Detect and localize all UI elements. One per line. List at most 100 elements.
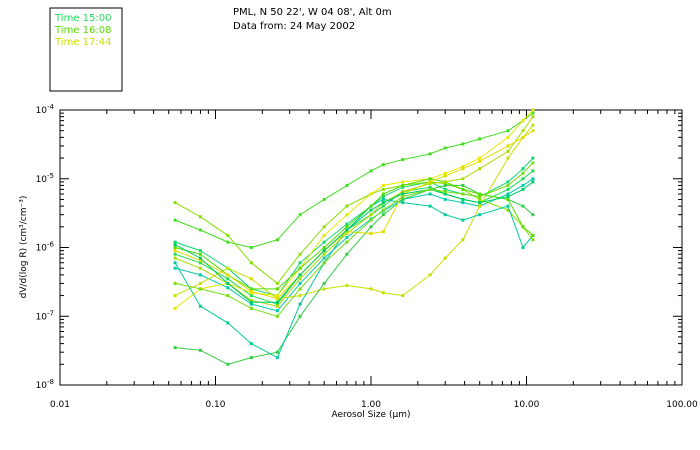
data-point [226, 240, 230, 244]
data-point [428, 187, 432, 191]
data-point [401, 195, 405, 199]
data-point [173, 252, 177, 256]
y-tick-label: 10-7 [36, 309, 54, 322]
data-point [198, 252, 202, 256]
data-point [345, 236, 349, 239]
data-point [249, 277, 253, 281]
data-point [198, 273, 202, 277]
data-point [521, 177, 525, 181]
data-point [428, 177, 432, 181]
series-s11 [173, 115, 535, 308]
data-point [275, 309, 279, 313]
data-point [369, 232, 373, 235]
data-point [531, 177, 535, 181]
data-point [478, 195, 482, 199]
data-point [345, 213, 349, 217]
data-point [298, 261, 302, 265]
data-point [226, 273, 230, 277]
data-point [521, 187, 525, 191]
data-point [461, 142, 465, 146]
data-point [298, 302, 302, 306]
data-point [401, 192, 405, 196]
data-point [531, 180, 535, 184]
legend-entry: Time 15:00 [54, 13, 111, 24]
data-point [249, 356, 253, 360]
data-point [173, 256, 177, 260]
data-point [249, 294, 253, 298]
data-point [198, 249, 202, 253]
data-point [198, 228, 202, 232]
data-point [369, 225, 373, 229]
data-point [298, 287, 302, 291]
data-point [521, 204, 525, 208]
data-point [322, 246, 326, 249]
data-point [322, 225, 326, 229]
data-point [198, 215, 202, 219]
data-point [226, 321, 230, 325]
data-point [521, 135, 525, 139]
data-point [401, 158, 405, 162]
x-tick-label: 0.01 [50, 400, 70, 410]
y-axis-title: dV/d(log R) (cm³/cm⁻³) [19, 196, 29, 299]
data-point [401, 190, 405, 194]
data-point [381, 208, 385, 212]
data-point [531, 169, 535, 173]
data-point [249, 302, 253, 306]
data-point [478, 159, 482, 163]
data-point [521, 129, 525, 133]
data-point [531, 238, 535, 242]
data-point [249, 342, 253, 346]
data-point [249, 289, 253, 293]
data-point [531, 108, 535, 112]
data-point [401, 183, 405, 187]
data-point [275, 302, 279, 306]
data-point [369, 218, 373, 222]
data-point [478, 201, 482, 205]
data-point [275, 294, 279, 298]
data-point [322, 249, 326, 253]
data-point [381, 201, 385, 205]
legend-box [49, 7, 123, 92]
data-point [369, 287, 373, 291]
data-point [298, 252, 302, 256]
data-point [345, 222, 349, 226]
data-point [173, 218, 177, 222]
data-point [298, 277, 302, 281]
data-point [173, 281, 177, 285]
y-tick-label: 10-4 [36, 103, 55, 116]
chart-title-line-1: PML, N 50 22', W 04 08', Alt 0m [233, 7, 392, 18]
data-point [521, 171, 525, 175]
data-point [461, 177, 465, 181]
data-point [173, 266, 177, 270]
data-point [461, 167, 465, 171]
series-line [174, 170, 534, 305]
data-point [461, 197, 465, 201]
data-point [249, 298, 253, 302]
data-point [428, 273, 432, 277]
data-point [345, 232, 349, 235]
data-point [506, 144, 510, 148]
data-point [345, 204, 349, 208]
data-point [226, 286, 230, 290]
data-point [381, 183, 385, 187]
data-point [443, 174, 447, 178]
legend-entry: Time 17:44 [54, 37, 111, 48]
data-point [531, 161, 535, 165]
data-point [428, 182, 432, 186]
data-point [322, 233, 326, 237]
data-point [521, 167, 525, 171]
legend-entry: Time 16:08 [54, 25, 111, 36]
series-s14 [173, 161, 535, 318]
data-point [521, 246, 525, 249]
data-point [506, 183, 510, 187]
x-axis-title: Aerosol Size (μm) [332, 410, 411, 420]
data-point [506, 204, 510, 208]
data-point [345, 183, 349, 187]
data-point [478, 156, 482, 160]
data-point [531, 156, 535, 160]
data-point [401, 201, 405, 205]
series-line [174, 157, 534, 297]
data-point [428, 192, 432, 196]
data-point [226, 233, 230, 237]
